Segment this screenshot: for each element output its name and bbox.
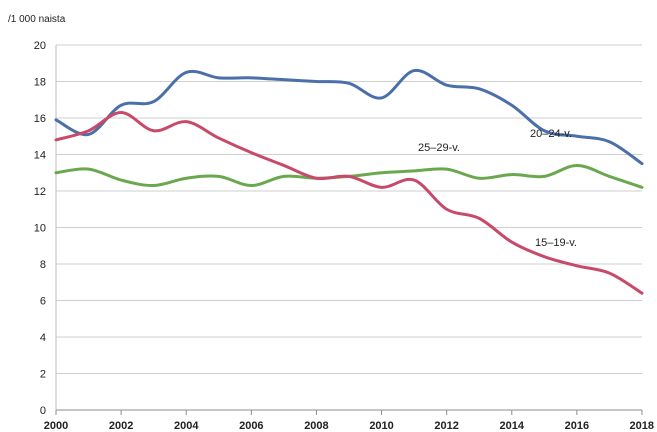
y-unit-label: /1 000 naista bbox=[8, 14, 66, 25]
x-tick-label: 2016 bbox=[565, 420, 589, 432]
y-tick-label: 20 bbox=[34, 40, 46, 52]
gridlines bbox=[56, 44, 642, 411]
y-tick-label: 14 bbox=[34, 150, 46, 162]
y-tick-label: 0 bbox=[40, 405, 46, 417]
x-tick-label: 2018 bbox=[630, 420, 654, 432]
x-tick-label: 2002 bbox=[109, 420, 133, 432]
x-tick-label: 2004 bbox=[174, 420, 199, 432]
y-tick-label: 4 bbox=[40, 332, 46, 344]
series-line-20-24 bbox=[54, 68, 644, 166]
y-tick-label: 2 bbox=[40, 369, 46, 381]
y-tick-label: 18 bbox=[34, 77, 46, 89]
x-tick-label: 2006 bbox=[239, 420, 263, 432]
x-tick-label: 2012 bbox=[434, 420, 458, 432]
y-tick-label: 8 bbox=[40, 259, 46, 271]
x-tick-label: 2014 bbox=[500, 420, 525, 432]
series-label-25-29: 25–29-v. bbox=[418, 142, 460, 154]
y-tick-label: 12 bbox=[34, 186, 46, 198]
x-tick-label: 2000 bbox=[44, 420, 68, 432]
series-label-15-19: 15–19-v. bbox=[535, 237, 577, 249]
series-line-15-19 bbox=[54, 111, 644, 295]
series-labels: 20–24-v. 25–29-v. 15–19-v. bbox=[418, 128, 577, 249]
series-label-20-24: 20–24-v. bbox=[530, 128, 572, 140]
y-tick-label: 10 bbox=[34, 223, 46, 235]
series-lines bbox=[54, 68, 644, 295]
y-tick-label: 16 bbox=[34, 113, 46, 125]
axes: 0 2 4 6 8 10 12 14 16 18 20 2000 2002 2004 2006 2008 201… bbox=[34, 40, 654, 432]
y-tick-label: 6 bbox=[40, 296, 46, 308]
x-tick-label: 2008 bbox=[304, 420, 328, 432]
x-tick-label: 2010 bbox=[369, 420, 393, 432]
